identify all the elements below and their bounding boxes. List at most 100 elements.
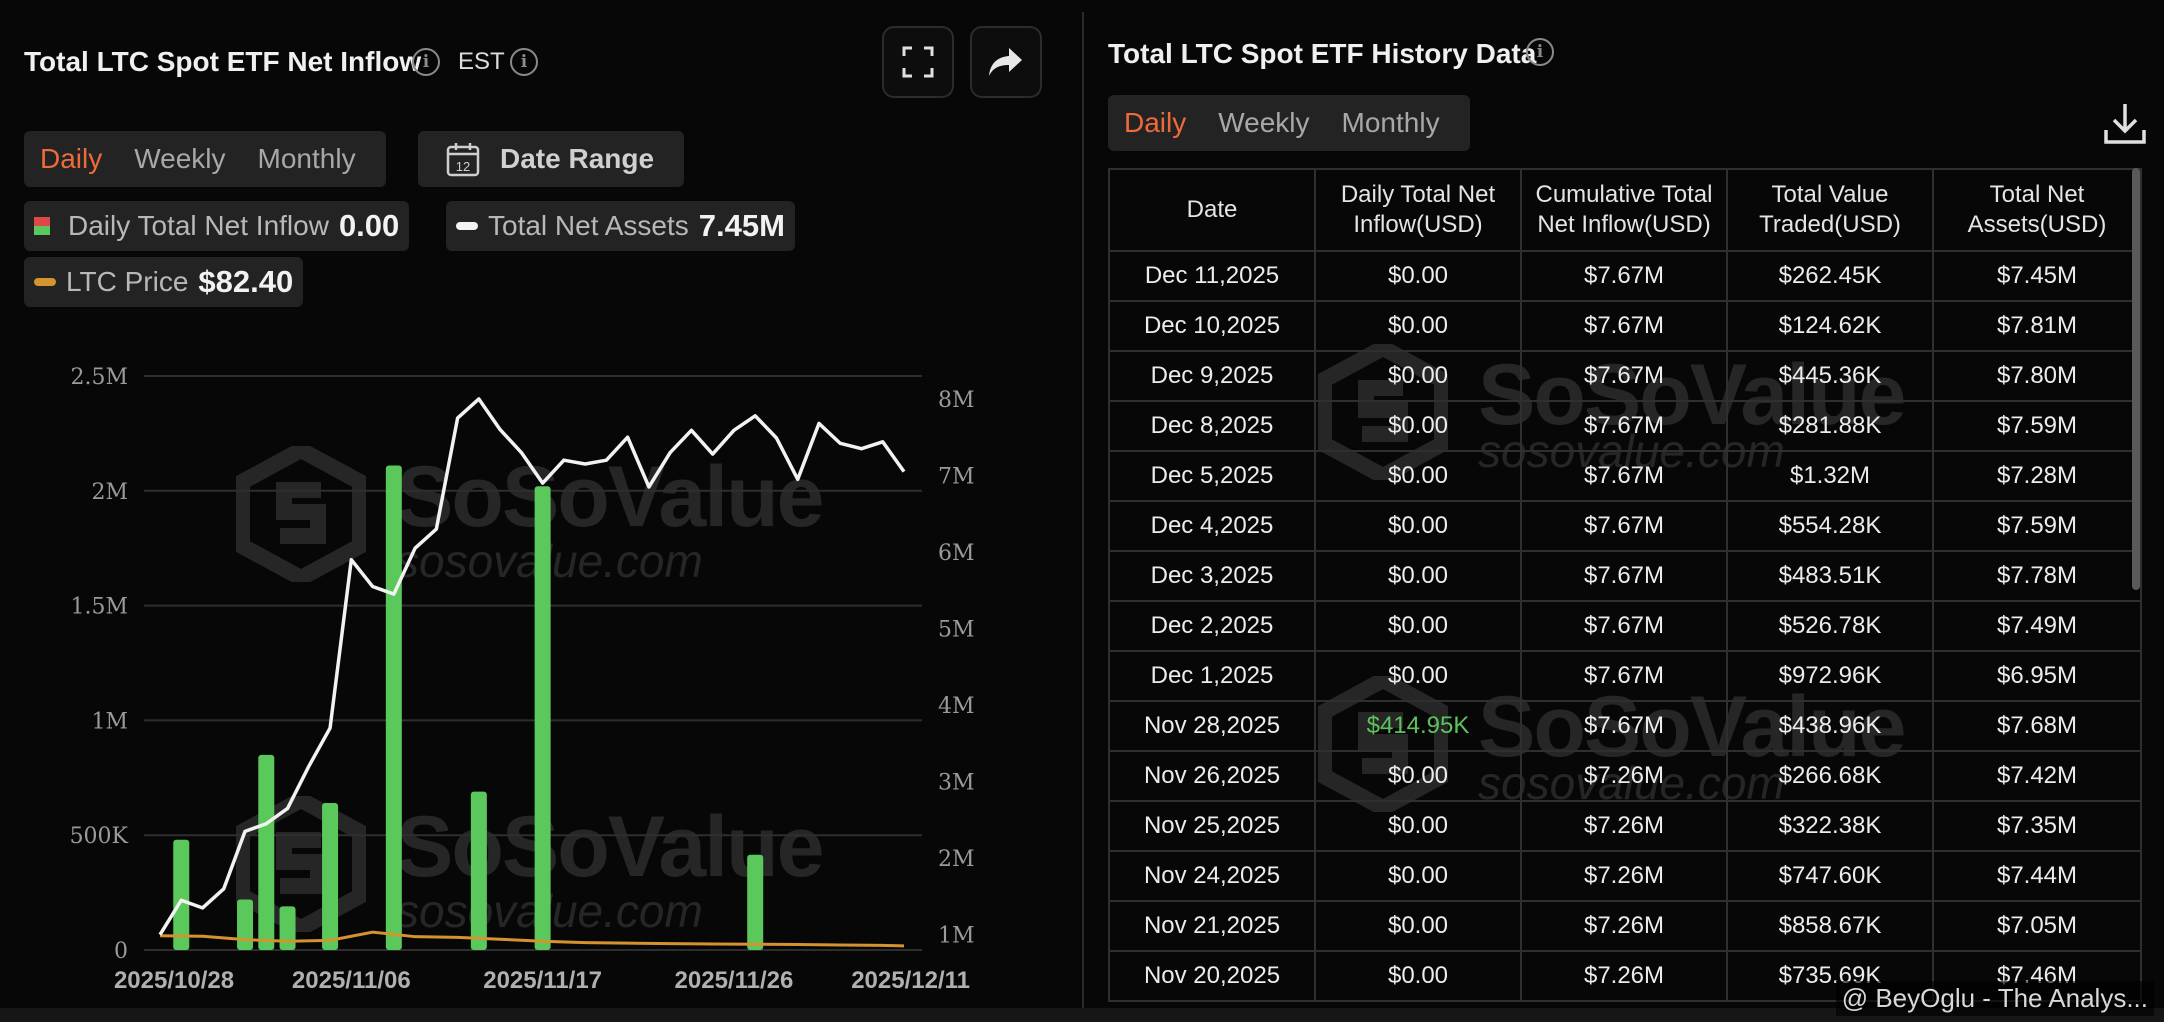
table-cell: $972.96K [1726,650,1934,702]
legend-inflow-value: 0.00 [338,208,400,243]
table-row[interactable]: Dec 9,2025 $0.00 $7.67M $445.36K $7.80M [1108,350,2142,402]
table-cell: $124.62K [1726,300,1934,352]
table-cell: $7.26M [1520,900,1728,952]
table-row[interactable]: Nov 24,2025 $0.00 $7.26M $747.60K $7.44M [1108,850,2142,902]
table-cell: Dec 2,2025 [1108,600,1316,652]
x-tick-label: 2025/12/11 [851,967,970,994]
table-cell: Nov 25,2025 [1108,800,1316,852]
table-cell: $0.00 [1314,650,1522,702]
inflow-bar [237,899,254,950]
y-left-tick-label: 1.5M [70,595,128,620]
timezone-info-icon[interactable]: i [510,48,538,76]
table-cell: $0.00 [1314,750,1522,802]
table-row[interactable]: Nov 26,2025 $0.00 $7.26M $266.68K $7.42M [1108,750,2142,802]
inflow-bar [747,854,764,950]
author-credit: @ BeyOglu - The Analys... [1835,981,2154,1016]
table-row[interactable]: Dec 2,2025 $0.00 $7.67M $526.78K $7.49M [1108,600,2142,652]
column-header-daily-inflow[interactable]: Daily Total Net Inflow(USD) [1314,168,1522,252]
inflow-swatch-icon [34,217,50,235]
panel-title: Total LTC Spot ETF Net Inflow [24,46,422,77]
table-cell: $858.67K [1726,900,1934,952]
history-tab-weekly[interactable]: Weekly [1218,107,1310,138]
price-swatch-icon [34,278,56,286]
legend-assets[interactable]: Total Net Assets 7.45M [446,201,795,251]
fullscreen-button[interactable] [882,26,954,98]
share-button[interactable] [970,26,1042,98]
table-cell: Dec 3,2025 [1108,550,1316,602]
table-cell: $747.60K [1726,850,1934,902]
table-cell: $445.36K [1726,350,1934,402]
table-row[interactable]: Dec 3,2025 $0.00 $7.67M $483.51K $7.78M [1108,550,2142,602]
table-cell: $7.67M [1520,650,1728,702]
table-row[interactable]: Dec 4,2025 $0.00 $7.67M $554.28K $7.59M [1108,500,2142,552]
table-cell: $0.00 [1314,450,1522,502]
tab-daily[interactable]: Daily [40,143,103,174]
table-cell: $7.67M [1520,250,1728,302]
table-row[interactable]: Dec 10,2025 $0.00 $7.67M $124.62K $7.81M [1108,300,2142,352]
table-cell: $7.67M [1520,700,1728,752]
table-cell: $438.96K [1726,700,1934,752]
download-icon[interactable] [2102,100,2148,146]
inflow-bar [173,839,190,950]
legend-price-name: LTC Price [66,266,189,297]
y-right-tick-label: 7M [938,464,975,489]
table-cell: Nov 26,2025 [1108,750,1316,802]
table-row[interactable]: Dec 5,2025 $0.00 $7.67M $1.32M $7.28M [1108,450,2142,502]
column-header-date[interactable]: Date [1108,168,1316,252]
table-cell: $0.00 [1314,800,1522,852]
table-cell: Nov 21,2025 [1108,900,1316,952]
table-cell: $7.81M [1932,300,2142,352]
history-period-tabs: Daily Weekly Monthly [1108,95,1470,151]
table-cell: $7.67M [1520,400,1728,452]
table-cell: $7.28M [1932,450,2142,502]
table-scrollbar[interactable] [2132,168,2140,590]
timezone-label: EST [458,48,505,75]
table-cell: Dec 4,2025 [1108,500,1316,552]
table-row[interactable]: Dec 1,2025 $0.00 $7.67M $972.96K $6.95M [1108,650,2142,702]
table-cell: Dec 9,2025 [1108,350,1316,402]
history-info-icon[interactable]: i [1526,38,1554,66]
table-cell: $7.42M [1932,750,2142,802]
table-row[interactable]: Nov 28,2025 $414.95K $7.67M $438.96K $7.68M [1108,700,2142,752]
table-cell: $414.95K [1314,700,1522,752]
inflow-bar [322,803,339,950]
table-cell: $0.00 [1314,400,1522,452]
table-row[interactable]: Nov 21,2025 $0.00 $7.26M $858.67K $7.05M [1108,900,2142,952]
legend-inflow[interactable]: Daily Total Net Inflow 0.00 [24,201,410,251]
tab-monthly[interactable]: Monthly [257,143,356,174]
table-cell: Nov 20,2025 [1108,950,1316,1002]
x-tick-label: 2025/10/28 [114,967,234,994]
legend-price[interactable]: LTC Price $82.40 [24,257,304,307]
y-right-tick-label: 6M [938,541,975,566]
inflow-bar [385,465,402,950]
date-range-button[interactable]: 12 Date Range [418,131,684,187]
history-tab-monthly[interactable]: Monthly [1341,107,1440,138]
table-row[interactable]: Dec 11,2025 $0.00 $7.67M $262.45K $7.45M [1108,250,2142,302]
legend-assets-name: Total Net Assets [488,210,689,241]
table-row[interactable]: Dec 8,2025 $0.00 $7.67M $281.88K $7.59M [1108,400,2142,452]
table-cell: $7.59M [1932,500,2142,552]
y-left-tick-label: 500K [70,824,129,849]
tab-weekly[interactable]: Weekly [134,143,226,174]
column-header-value-traded[interactable]: Total Value Traded(USD) [1726,168,1934,252]
table-cell: $322.38K [1726,800,1934,852]
table-cell: Nov 28,2025 [1108,700,1316,752]
table-cell: Dec 10,2025 [1108,300,1316,352]
table-cell: $0.00 [1314,300,1522,352]
table-cell: $0.00 [1314,250,1522,302]
table-cell: $266.68K [1726,750,1934,802]
table-cell: $281.88K [1726,400,1934,452]
column-header-net-assets[interactable]: Total Net Assets(USD) [1932,168,2142,252]
legend-assets-value: 7.45M [698,208,785,243]
info-icon[interactable]: i [412,48,440,76]
history-tab-daily[interactable]: Daily [1124,107,1187,138]
y-right-tick-label: 8M [938,388,975,413]
table-row[interactable]: Nov 25,2025 $0.00 $7.26M $322.38K $7.35M [1108,800,2142,852]
x-tick-label: 2025/11/17 [483,967,602,994]
net-inflow-chart[interactable]: 0 500K 1M 1.5M 2M 2.5M 1M 2M 3M 4M 5M 6M 7M 8M 2025/10… [0,330,1000,1010]
table-cell: $7.67M [1520,350,1728,402]
y-left-tick-label: 2.5M [70,365,128,390]
column-header-cumulative-inflow[interactable]: Cumulative Total Net Inflow(USD) [1520,168,1728,252]
net-inflow-panel: Total LTC Spot ETF Net Inflow i EST i Da… [0,26,1042,1010]
calendar-icon: 12 [446,143,480,177]
